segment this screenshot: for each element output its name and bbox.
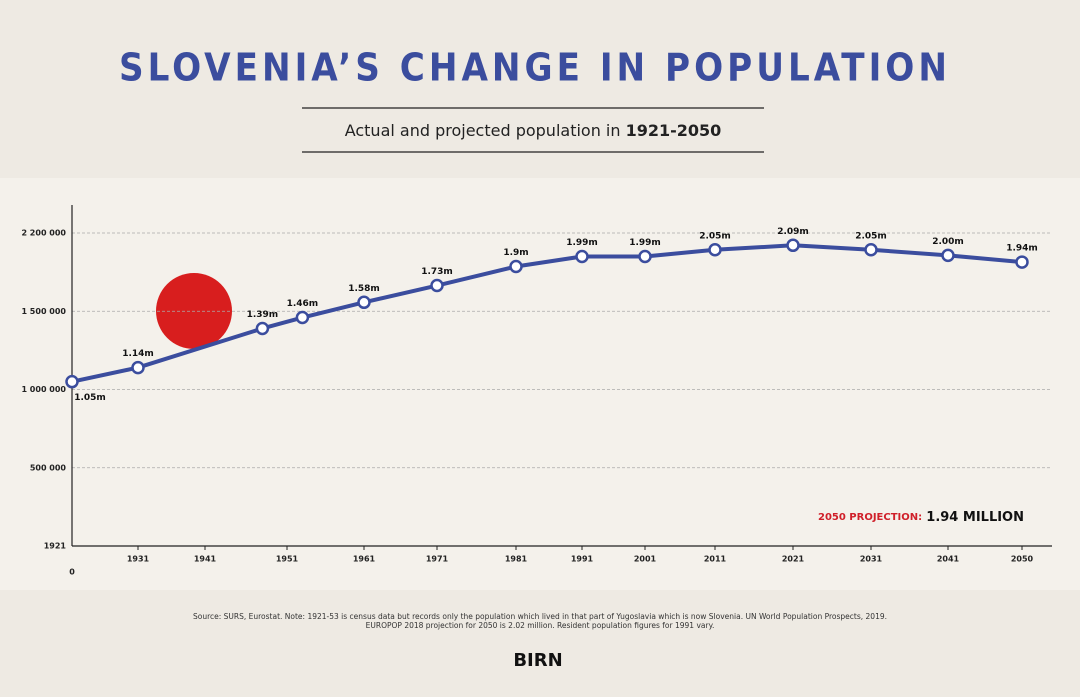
x-tick-label: 1971 — [426, 555, 449, 564]
point — [357, 295, 371, 310]
data-label: 1.05m — [74, 393, 106, 403]
annotation: 2050 PROJECTION: 1.94 MILLION — [818, 510, 1024, 525]
x-tick-label: 1991 — [571, 555, 594, 564]
chart-title: SLOVENIA’S CHANGE IN POPULATION — [119, 46, 951, 90]
point — [295, 310, 310, 325]
point — [255, 321, 270, 336]
chart-subtitle: Actual and projected population in 1921-… — [345, 121, 722, 140]
source: EUROPOP 2018 projection for 2050 is 2.02… — [366, 621, 715, 630]
y-tick-label: 2 200 000 — [21, 229, 66, 238]
x-tick-label: 1931 — [127, 555, 150, 564]
x-tick-label: 1951 — [276, 555, 299, 564]
point — [509, 259, 523, 274]
annotation-label: 2050 PROJECTION: — [818, 512, 922, 523]
x-tick-label: 2041 — [937, 555, 960, 564]
point — [131, 360, 145, 375]
point — [708, 243, 722, 257]
x-tick-label: 2050 — [1011, 555, 1034, 564]
data-label: 1.9m — [503, 248, 528, 258]
y-tick-label: 1 000 000 — [21, 385, 66, 394]
x-tick-label: 1941 — [194, 555, 217, 564]
y-tick-label: 0 — [69, 568, 75, 577]
x-tick-label: 2031 — [860, 555, 883, 564]
data-label: 2.00m — [932, 237, 964, 247]
subtitle: Actual and projected population in — [345, 121, 621, 140]
data-label: 1.94m — [1006, 244, 1038, 254]
point — [430, 278, 444, 293]
point — [65, 374, 79, 389]
line — [71, 243, 1023, 384]
data-label: 1.46m — [287, 299, 319, 309]
subtitle-bold: 1921-2050 — [626, 121, 722, 140]
point — [864, 243, 878, 257]
x-tick-label: 2001 — [634, 555, 657, 564]
data-label: 2.05m — [699, 231, 731, 241]
point — [941, 248, 955, 263]
data-label: 1.39m — [247, 310, 279, 320]
x-tick-label: 2011 — [704, 555, 727, 564]
data-label: 2.09m — [777, 227, 809, 237]
data-label: 1.58m — [348, 284, 380, 294]
point — [1015, 255, 1029, 269]
plot-band — [0, 178, 1080, 590]
data-label: 1.14m — [122, 349, 154, 359]
x-tick-label: 2021 — [782, 555, 805, 564]
data-label: 1.99m — [629, 238, 661, 248]
x-tick-label: 1921 — [44, 542, 67, 551]
source: Source: SURS, Eurostat. Note: 1921-53 is… — [193, 612, 887, 621]
annotation-value: 1.94 MILLION — [926, 510, 1024, 525]
data-label: 1.99m — [566, 238, 598, 248]
y-tick-label: 500 000 — [30, 463, 67, 472]
data-label: 1.73m — [421, 267, 453, 277]
point — [638, 249, 652, 264]
point — [575, 249, 589, 264]
point — [786, 238, 800, 253]
data-label: 2.05m — [855, 231, 887, 241]
y-tick-label: 1 500 000 — [21, 307, 66, 316]
x-tick-label: 1981 — [505, 555, 528, 564]
x-tick-label: 1961 — [353, 555, 376, 564]
logo: BIRN — [513, 650, 562, 671]
